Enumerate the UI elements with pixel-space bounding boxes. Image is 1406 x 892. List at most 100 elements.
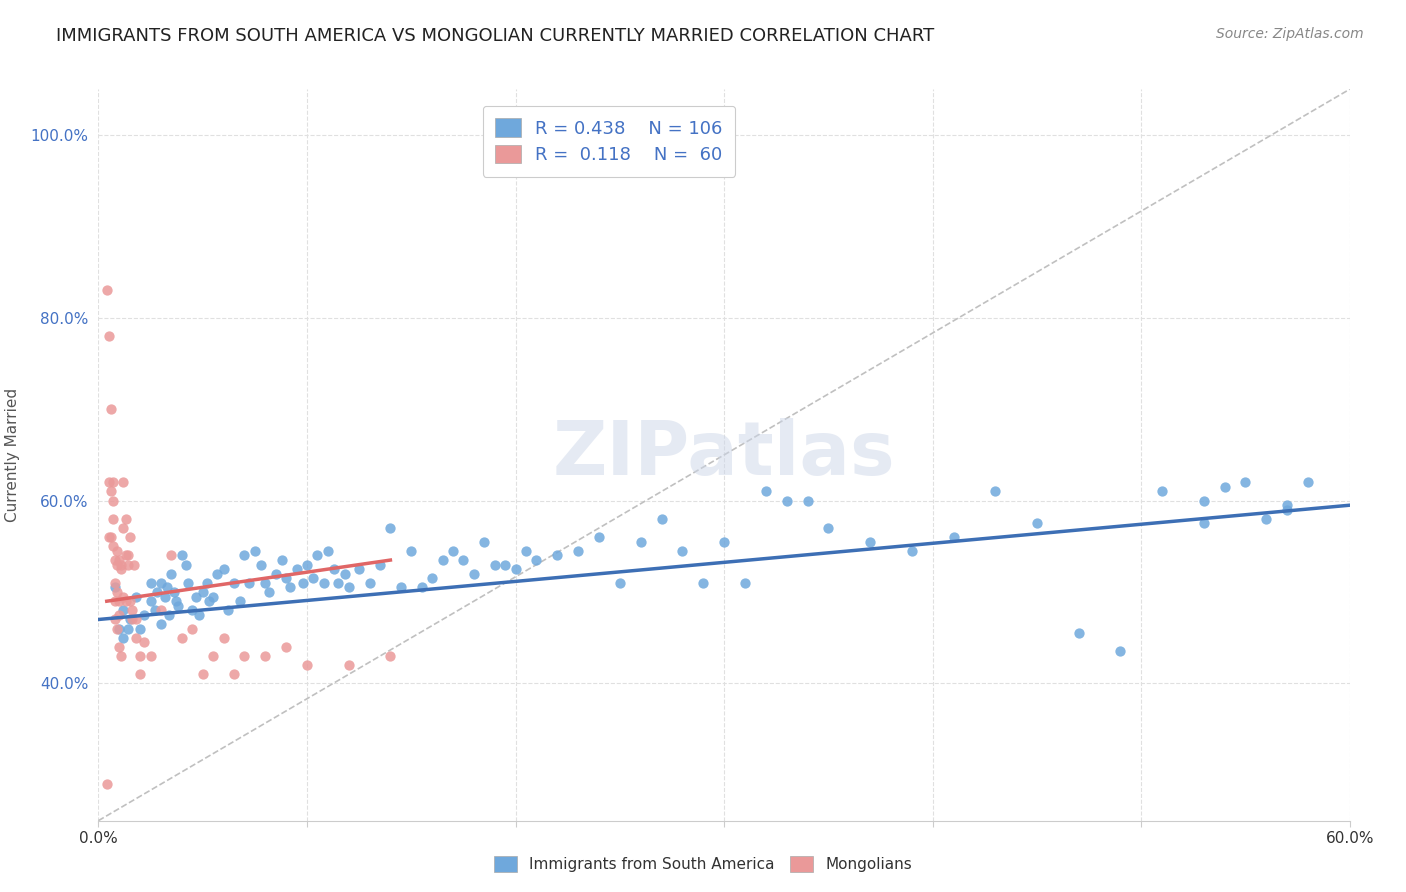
Point	[900, 544, 922, 558]
Point	[160, 549, 183, 563]
Point	[112, 603, 135, 617]
Point	[150, 617, 173, 632]
Text: ZIPatlas: ZIPatlas	[553, 418, 896, 491]
Point	[150, 576, 173, 591]
Point	[125, 590, 148, 604]
Point	[156, 581, 179, 595]
Point	[243, 544, 266, 558]
Point	[104, 613, 127, 627]
Legend: Immigrants from South America, Mongolians: Immigrants from South America, Mongolian…	[486, 848, 920, 880]
Point	[121, 603, 143, 617]
Point	[984, 484, 1007, 499]
Point	[1067, 626, 1090, 640]
Point	[118, 613, 141, 627]
Point	[101, 539, 124, 553]
Point	[368, 558, 391, 572]
Point	[108, 607, 131, 622]
Point	[134, 607, 156, 622]
Point	[117, 622, 139, 636]
Point	[187, 607, 209, 622]
Point	[97, 475, 120, 490]
Point	[108, 594, 131, 608]
Point	[125, 613, 148, 627]
Point	[441, 544, 464, 558]
Point	[222, 576, 245, 591]
Point	[692, 576, 714, 591]
Point	[323, 562, 346, 576]
Point	[121, 613, 143, 627]
Point	[651, 512, 673, 526]
Point	[291, 576, 314, 591]
Point	[233, 649, 256, 664]
Point	[108, 640, 131, 654]
Point	[264, 566, 287, 581]
Point	[207, 566, 229, 581]
Point	[472, 534, 495, 549]
Legend: R = 0.438    N = 106, R =  0.118    N =  60: R = 0.438 N = 106, R = 0.118 N = 60	[482, 105, 735, 177]
Point	[453, 553, 475, 567]
Point	[166, 599, 188, 613]
Point	[153, 590, 176, 604]
Point	[1213, 480, 1236, 494]
Point	[817, 521, 839, 535]
Point	[333, 566, 356, 581]
Point	[143, 603, 166, 617]
Point	[1150, 484, 1173, 499]
Point	[274, 640, 298, 654]
Point	[110, 558, 132, 572]
Point	[212, 562, 235, 576]
Point	[104, 594, 127, 608]
Point	[129, 649, 152, 664]
Point	[101, 512, 124, 526]
Point	[105, 585, 128, 599]
Point	[112, 631, 135, 645]
Point	[359, 576, 381, 591]
Point	[1192, 516, 1215, 531]
Point	[118, 530, 141, 544]
Point	[755, 484, 778, 499]
Point	[859, 534, 882, 549]
Point	[484, 558, 506, 572]
Point	[202, 590, 225, 604]
Point	[1234, 475, 1257, 490]
Point	[114, 594, 136, 608]
Point	[515, 544, 537, 558]
Point	[125, 631, 148, 645]
Point	[212, 631, 235, 645]
Point	[316, 544, 339, 558]
Point	[295, 558, 318, 572]
Point	[101, 493, 124, 508]
Point	[195, 576, 218, 591]
Point	[1277, 498, 1299, 512]
Point	[229, 594, 252, 608]
Point	[389, 581, 412, 595]
Point	[1192, 493, 1215, 508]
Point	[274, 571, 298, 585]
Point	[150, 603, 173, 617]
Point	[146, 585, 169, 599]
Point	[170, 549, 193, 563]
Point	[609, 576, 631, 591]
Point	[117, 549, 139, 563]
Point	[134, 635, 156, 649]
Point	[1296, 475, 1319, 490]
Point	[796, 493, 818, 508]
Point	[186, 590, 208, 604]
Point	[1109, 644, 1132, 658]
Point	[117, 558, 139, 572]
Point	[463, 566, 485, 581]
Point	[97, 329, 120, 343]
Point	[105, 558, 128, 572]
Point	[942, 530, 965, 544]
Point	[100, 402, 122, 417]
Point	[630, 534, 652, 549]
Point	[104, 581, 127, 595]
Point	[526, 553, 548, 567]
Point	[105, 544, 128, 558]
Point	[233, 549, 256, 563]
Point	[1277, 503, 1299, 517]
Point	[105, 622, 128, 636]
Point	[1256, 512, 1278, 526]
Point	[432, 553, 454, 567]
Point	[285, 562, 308, 576]
